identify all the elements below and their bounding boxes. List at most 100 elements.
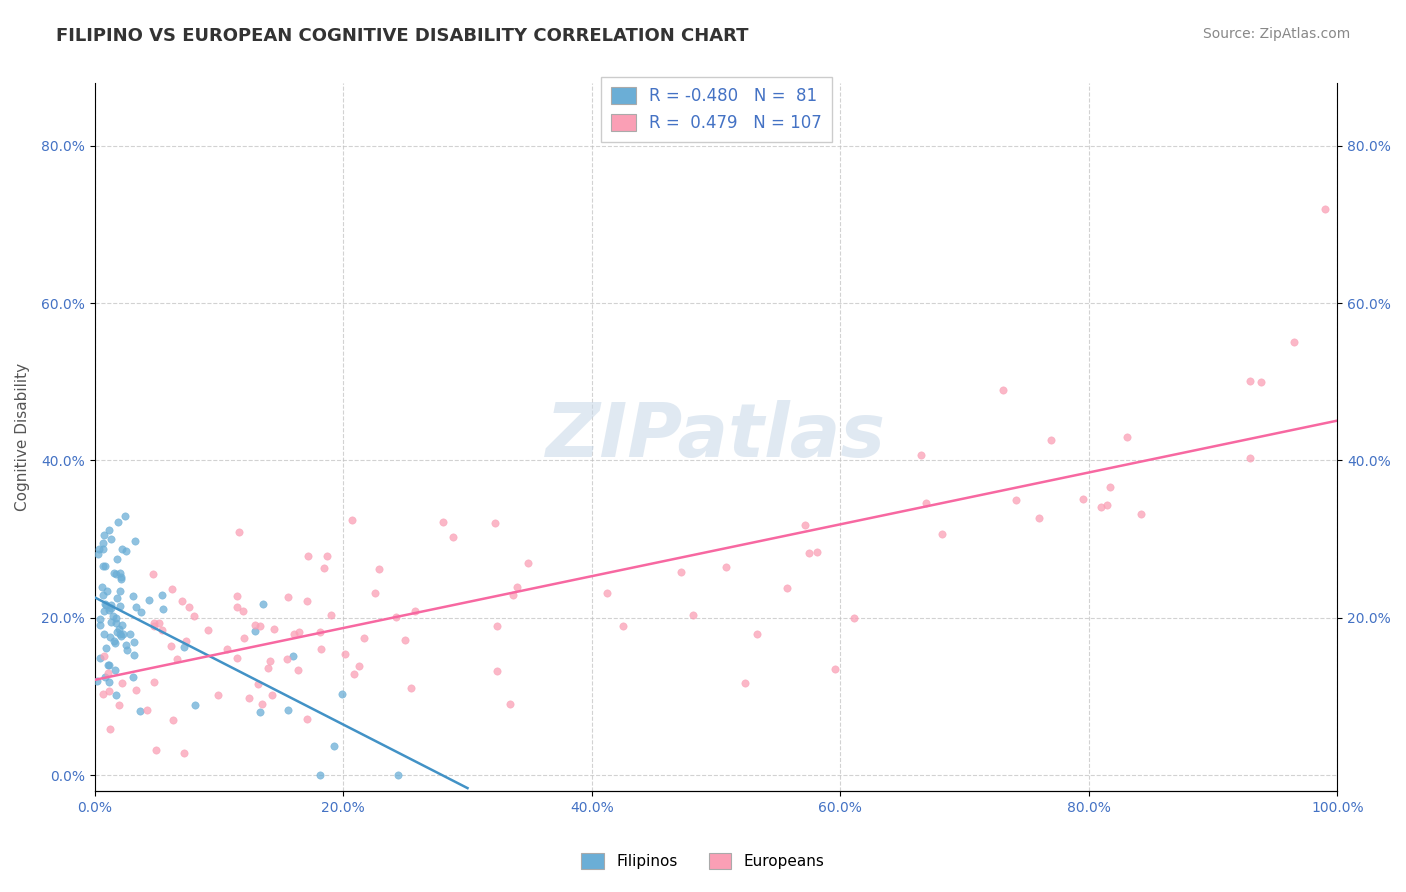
Point bbox=[745, 626, 768, 640]
Point bbox=[1071, 492, 1094, 507]
Point bbox=[314, 561, 336, 575]
Point bbox=[89, 541, 111, 556]
Point bbox=[97, 666, 120, 681]
Point bbox=[90, 580, 112, 594]
Point bbox=[110, 572, 132, 586]
Legend: Filipinos, Europeans: Filipinos, Europeans bbox=[575, 847, 831, 875]
Point bbox=[89, 617, 111, 632]
Point bbox=[104, 663, 127, 677]
Point bbox=[226, 589, 249, 603]
Point bbox=[105, 625, 128, 640]
Point bbox=[364, 586, 387, 600]
Point bbox=[232, 604, 254, 618]
Point bbox=[734, 675, 756, 690]
Point bbox=[100, 630, 122, 644]
Point bbox=[105, 566, 128, 581]
Point bbox=[517, 556, 540, 570]
Point bbox=[277, 591, 299, 605]
Point bbox=[287, 664, 309, 678]
Point bbox=[104, 636, 127, 650]
Point bbox=[842, 611, 865, 625]
Point bbox=[142, 566, 165, 581]
Point bbox=[121, 670, 143, 684]
Point bbox=[215, 641, 238, 656]
Point bbox=[682, 607, 704, 622]
Point bbox=[1282, 335, 1305, 350]
Point bbox=[110, 629, 132, 643]
Point bbox=[143, 619, 166, 633]
Point bbox=[91, 541, 114, 556]
Point bbox=[394, 632, 416, 647]
Point bbox=[86, 673, 108, 688]
Point bbox=[98, 523, 121, 537]
Text: Source: ZipAtlas.com: Source: ZipAtlas.com bbox=[1202, 27, 1350, 41]
Point bbox=[283, 627, 305, 641]
Point bbox=[104, 688, 127, 702]
Point bbox=[385, 609, 408, 624]
Point bbox=[1129, 508, 1152, 522]
Point bbox=[100, 598, 122, 612]
Point bbox=[228, 524, 250, 539]
Point bbox=[104, 615, 127, 630]
Point bbox=[166, 652, 188, 666]
Text: FILIPINO VS EUROPEAN COGNITIVE DISABILITY CORRELATION CHART: FILIPINO VS EUROPEAN COGNITIVE DISABILIT… bbox=[56, 27, 749, 45]
Point bbox=[276, 652, 298, 666]
Point bbox=[105, 591, 128, 605]
Point bbox=[124, 635, 146, 649]
Point bbox=[669, 565, 692, 579]
Point bbox=[174, 634, 197, 648]
Point bbox=[247, 677, 270, 691]
Point bbox=[91, 536, 114, 550]
Point bbox=[1099, 480, 1122, 494]
Point bbox=[103, 566, 125, 581]
Y-axis label: Cognitive Disability: Cognitive Disability bbox=[15, 363, 30, 511]
Point bbox=[96, 583, 118, 598]
Point bbox=[138, 592, 160, 607]
Point bbox=[91, 558, 114, 573]
Point bbox=[297, 549, 319, 563]
Point bbox=[257, 661, 280, 675]
Point bbox=[233, 631, 256, 645]
Point bbox=[342, 513, 364, 527]
Point bbox=[114, 508, 136, 523]
Point bbox=[775, 581, 797, 595]
Point bbox=[910, 448, 932, 462]
Point bbox=[103, 633, 125, 648]
Point bbox=[117, 643, 139, 657]
Point bbox=[330, 687, 353, 701]
Point bbox=[108, 566, 131, 581]
Point bbox=[115, 543, 138, 558]
Point bbox=[107, 698, 129, 713]
Point bbox=[295, 594, 318, 608]
Point bbox=[94, 597, 117, 611]
Point bbox=[105, 551, 128, 566]
Point bbox=[105, 611, 128, 625]
Point bbox=[238, 690, 260, 705]
Point bbox=[197, 624, 219, 638]
Point bbox=[173, 746, 195, 760]
Point bbox=[87, 547, 110, 561]
Point bbox=[122, 648, 145, 663]
Point bbox=[93, 648, 115, 663]
Point bbox=[505, 580, 527, 594]
Point bbox=[97, 658, 120, 673]
Point bbox=[184, 698, 207, 712]
Point bbox=[399, 681, 422, 695]
Point bbox=[249, 618, 271, 632]
Point bbox=[100, 532, 122, 546]
Point bbox=[1090, 500, 1112, 514]
Point bbox=[207, 688, 229, 702]
Point bbox=[249, 705, 271, 719]
Point bbox=[145, 743, 167, 757]
Point bbox=[98, 722, 121, 736]
Point bbox=[110, 570, 132, 584]
Point bbox=[98, 674, 121, 689]
Point bbox=[118, 627, 141, 641]
Point bbox=[1004, 493, 1026, 508]
Point bbox=[1239, 450, 1261, 465]
Point bbox=[343, 667, 366, 681]
Point bbox=[129, 605, 152, 619]
Point bbox=[107, 623, 129, 637]
Point bbox=[112, 627, 135, 641]
Point bbox=[432, 516, 454, 530]
